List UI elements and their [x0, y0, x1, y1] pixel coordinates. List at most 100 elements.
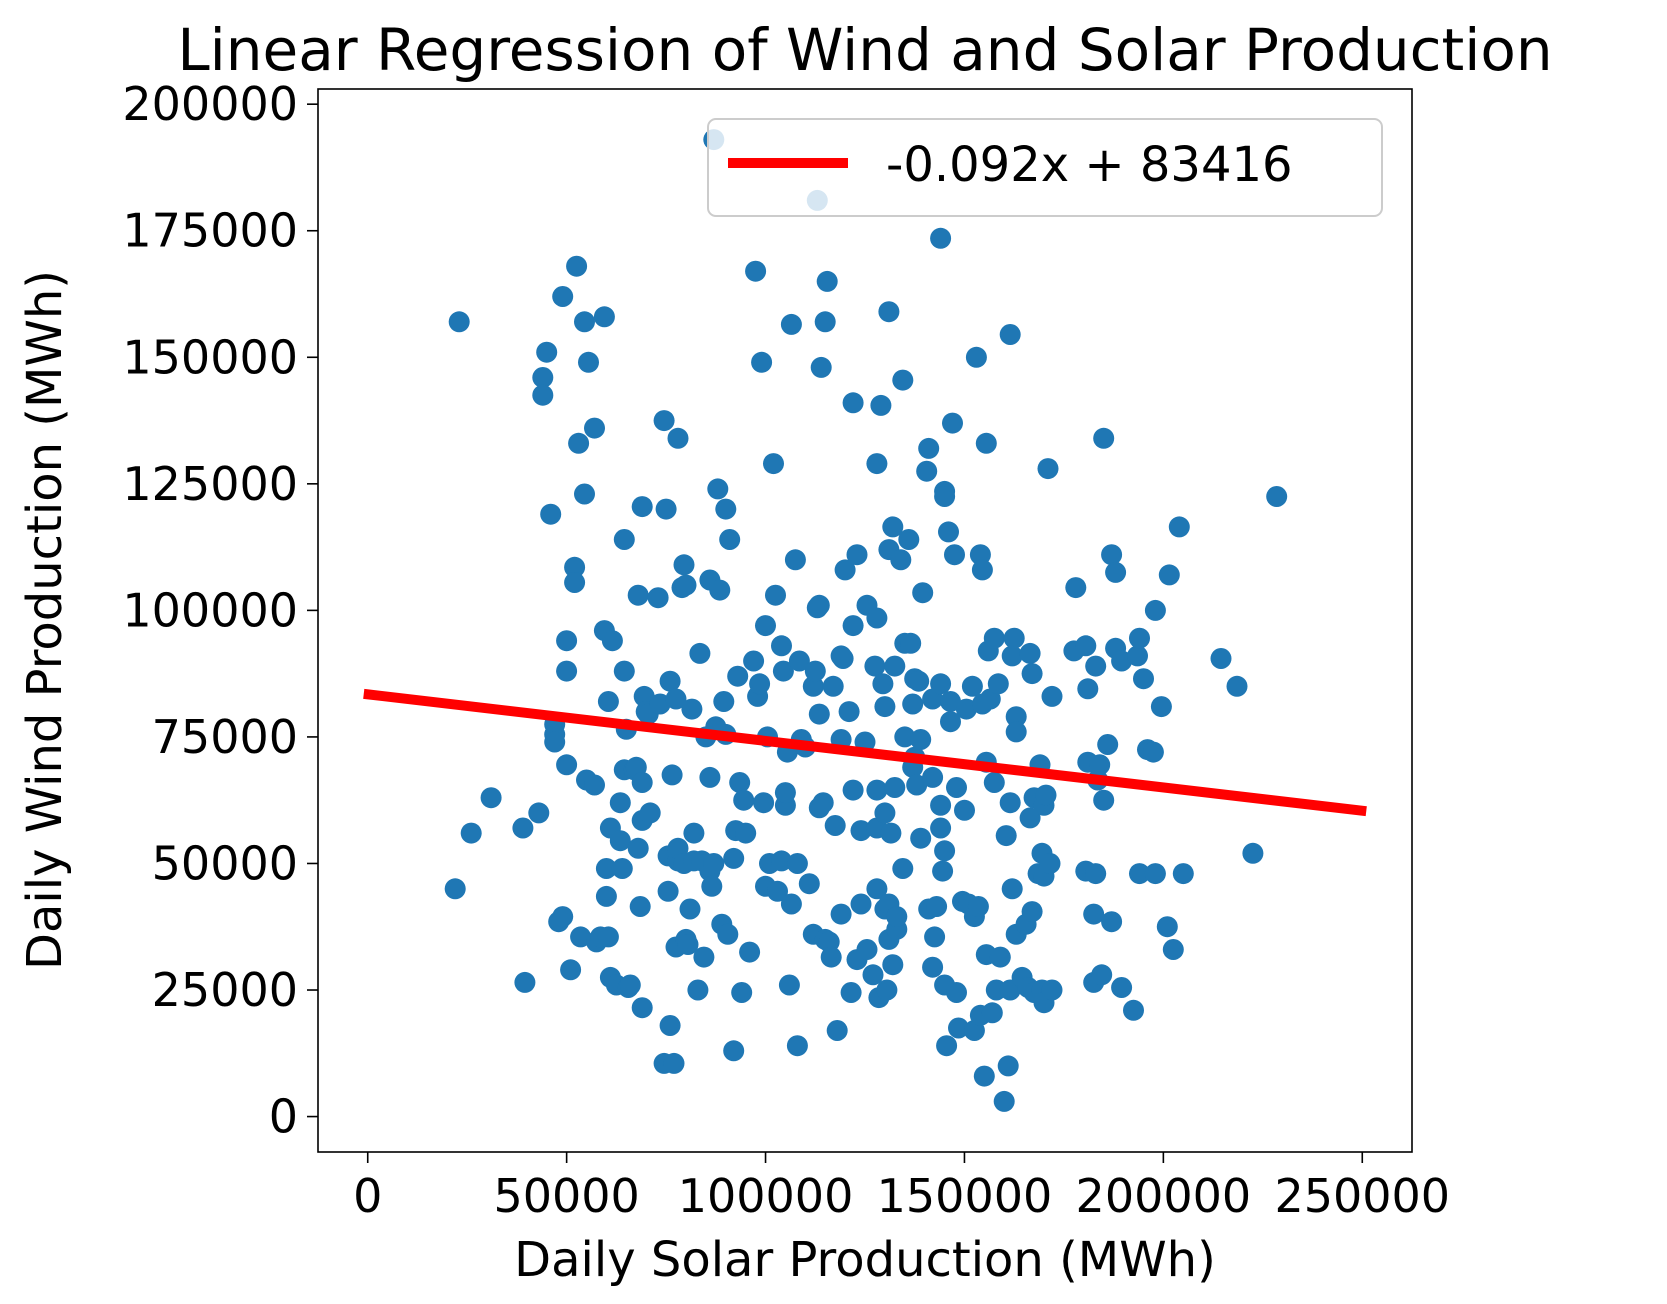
data-point-185 — [862, 964, 884, 986]
data-point-324 — [1093, 789, 1115, 811]
data-point-348 — [1226, 675, 1248, 697]
data-point-246 — [940, 711, 961, 733]
data-point-190 — [866, 878, 888, 900]
y-tick-label-50000: 50000 — [152, 836, 298, 890]
data-point-24 — [568, 432, 590, 454]
data-point-144 — [786, 853, 808, 874]
data-point-83 — [673, 554, 695, 576]
data-point-143 — [784, 549, 806, 571]
data-point-115 — [727, 665, 749, 687]
data-point-193 — [870, 394, 892, 416]
data-point-327 — [1101, 911, 1123, 933]
data-point-222 — [908, 670, 930, 692]
data-point-173 — [838, 701, 860, 723]
data-point-221 — [906, 774, 928, 796]
data-point-136 — [772, 660, 794, 682]
data-point-156 — [808, 594, 830, 616]
data-point-342 — [1156, 916, 1178, 938]
data-point-65 — [639, 802, 661, 824]
data-point-21 — [564, 556, 586, 578]
data-point-141 — [780, 893, 802, 915]
data-point-17 — [556, 630, 578, 652]
x-axis-label: Daily Solar Production (MWh) — [514, 1232, 1216, 1288]
data-point-19 — [556, 660, 578, 682]
data-point-31 — [584, 774, 605, 796]
y-tick-label-175000: 175000 — [122, 204, 298, 258]
data-point-233 — [926, 896, 948, 917]
data-point-260 — [967, 896, 989, 917]
data-point-9 — [536, 341, 558, 363]
data-point-122 — [745, 260, 767, 282]
data-point-134 — [771, 850, 792, 872]
data-point-42 — [601, 630, 623, 652]
data-point-79 — [667, 427, 689, 449]
plot-area-frame — [317, 88, 1413, 1153]
legend-box — [707, 118, 1383, 217]
data-point-105 — [709, 579, 731, 601]
data-point-349 — [1242, 842, 1264, 864]
data-point-265 — [973, 1065, 995, 1087]
data-point-242 — [934, 486, 956, 507]
data-point-330 — [1111, 650, 1133, 672]
data-point-329 — [1105, 561, 1127, 583]
data-point-172 — [834, 559, 856, 581]
data-point-176 — [842, 392, 864, 414]
data-point-234 — [930, 227, 952, 249]
data-point-245 — [940, 691, 961, 712]
data-point-66 — [647, 587, 669, 609]
y-axis-label: Daily Wind Production (MWh) — [17, 270, 73, 970]
data-point-226 — [916, 460, 938, 482]
data-point-231 — [922, 766, 944, 788]
data-point-111 — [719, 529, 741, 550]
data-point-244 — [938, 521, 959, 543]
data-point-126 — [753, 792, 775, 814]
data-point-333 — [1127, 645, 1148, 667]
data-point-280 — [999, 324, 1021, 345]
data-point-6 — [528, 802, 550, 824]
data-point-319 — [1085, 655, 1107, 677]
x-tick-label-250000: 250000 — [1274, 1169, 1450, 1223]
data-point-321 — [1089, 754, 1111, 776]
data-point-316 — [1083, 903, 1105, 925]
y-tick-label-150000: 150000 — [122, 330, 298, 384]
y-tick-label-0: 0 — [269, 1090, 298, 1144]
data-point-216 — [900, 632, 922, 654]
data-point-183 — [856, 939, 878, 960]
data-point-336 — [1133, 668, 1154, 690]
data-point-86 — [675, 574, 697, 596]
data-point-344 — [1162, 939, 1184, 960]
data-point-18 — [556, 754, 578, 776]
data-point-0 — [448, 311, 470, 333]
data-point-272 — [983, 772, 1005, 793]
data-point-203 — [880, 822, 902, 844]
data-point-285 — [1003, 627, 1025, 649]
data-point-283 — [1001, 645, 1023, 667]
legend-entry-label: -0.092x + 83416 — [886, 137, 1293, 193]
data-point-145 — [786, 1035, 808, 1057]
data-point-338 — [1142, 741, 1164, 763]
data-point-254 — [955, 698, 977, 720]
data-point-117 — [731, 982, 753, 1003]
data-point-250 — [946, 982, 967, 1003]
data-point-309 — [1041, 979, 1063, 1001]
data-point-214 — [894, 726, 916, 748]
data-point-307 — [1039, 853, 1061, 874]
y-tick-label-25000: 25000 — [152, 963, 298, 1017]
data-point-279 — [997, 1055, 1019, 1077]
data-point-76 — [663, 1052, 685, 1074]
data-point-305 — [1035, 784, 1057, 806]
data-point-44 — [609, 830, 631, 852]
data-point-46 — [611, 858, 633, 879]
data-point-102 — [703, 853, 725, 874]
data-point-198 — [876, 979, 898, 1001]
data-point-29 — [578, 351, 599, 373]
data-point-109 — [715, 498, 737, 520]
data-point-34 — [593, 306, 615, 328]
data-point-218 — [902, 693, 924, 715]
data-point-16 — [552, 906, 574, 928]
data-point-267 — [975, 432, 997, 454]
x-tick-label-200000: 200000 — [1076, 1169, 1252, 1223]
x-tick-label-0: 0 — [353, 1169, 382, 1223]
data-point-38 — [597, 691, 619, 712]
data-point-5 — [514, 971, 536, 993]
